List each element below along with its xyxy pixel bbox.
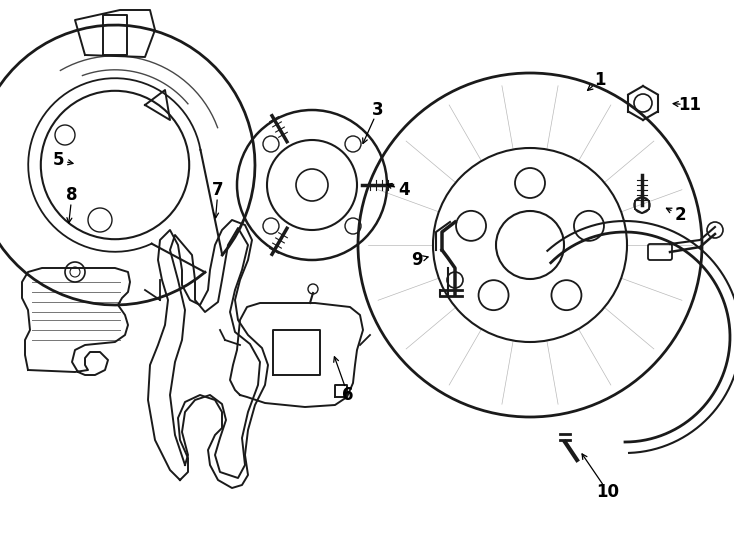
Text: 8: 8 xyxy=(66,186,78,204)
Text: 10: 10 xyxy=(597,483,619,501)
Text: 7: 7 xyxy=(212,181,224,199)
Text: 2: 2 xyxy=(675,206,686,224)
Text: 9: 9 xyxy=(411,251,423,269)
Text: 3: 3 xyxy=(372,101,384,119)
Text: 1: 1 xyxy=(595,71,606,89)
Text: 5: 5 xyxy=(52,151,64,169)
Text: 6: 6 xyxy=(342,386,354,404)
Text: 11: 11 xyxy=(678,96,702,114)
Text: 4: 4 xyxy=(398,181,410,199)
